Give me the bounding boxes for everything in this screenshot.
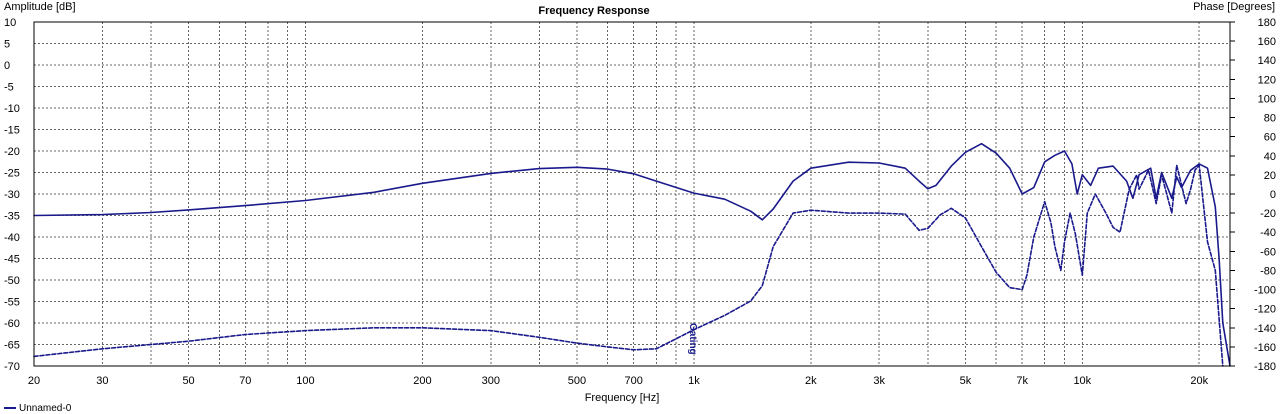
chart-title: Frequency Response [538,5,649,17]
y-left-tick-label: 0 [4,60,10,72]
x-tick-label: 50 [182,375,194,387]
y-left-tick-label: -10 [4,103,20,115]
x-tick-label: 500 [568,375,586,387]
x-tick-label: 3k [873,375,885,387]
x-tick-label: 700 [625,375,643,387]
x-tick-label: 2k [805,375,817,387]
y-left-tick-label: -60 [4,318,20,330]
x-axis-title: Frequency [Hz] [585,392,660,404]
y-right-tick-label: 140 [1258,55,1276,67]
grid [34,22,1230,366]
axis-ticks: 1050-5-10-15-20-25-30-35-40-45-50-55-60-… [4,17,1276,387]
y-right-tick-label: 80 [1264,113,1276,125]
legend[interactable]: Unnamed-0 [4,403,72,414]
y-right-tick-label: 0 [1270,189,1276,201]
y-right-tick-label: -140 [1254,323,1276,335]
y-axis-right-title: Phase [Degrees] [1193,1,1275,13]
y-left-tick-label: -25 [4,168,20,180]
y-right-tick-label: -160 [1254,342,1276,354]
y-left-tick-label: -40 [4,232,20,244]
y-right-tick-label: 160 [1258,36,1276,48]
y-axis-left-title: Amplitude [dB] [4,1,76,13]
y-right-tick-label: 120 [1258,74,1276,86]
x-tick-label: 1k [688,375,700,387]
x-tick-label: 20k [1190,375,1208,387]
y-left-tick-label: -5 [4,82,14,94]
legend-label: Unnamed-0 [19,403,72,414]
x-tick-label: 10k [1073,375,1091,387]
y-left-tick-label: -50 [4,275,20,287]
x-tick-label: 20 [28,375,40,387]
y-right-tick-label: -40 [1260,227,1276,239]
y-right-tick-label: 60 [1264,132,1276,144]
x-tick-label: 100 [296,375,314,387]
x-tick-label: 300 [482,375,500,387]
series-layer [33,142,1231,367]
plot-frame [33,21,1231,367]
y-right-tick-label: -180 [1254,361,1276,373]
y-left-tick-label: -15 [4,125,20,137]
phase-curve [33,164,1224,367]
x-tick-label: 7k [1016,375,1028,387]
gating-marker-label: Gating [687,323,698,355]
y-left-tick-label: -65 [4,340,20,352]
y-right-tick-label: -80 [1260,265,1276,277]
y-left-tick-label: -35 [4,211,20,223]
y-left-tick-label: -55 [4,297,20,309]
y-left-tick-label: -70 [4,361,20,373]
y-left-tick-label: 10 [4,17,16,29]
y-right-tick-label: -120 [1254,304,1276,316]
y-right-tick-label: 180 [1258,17,1276,29]
y-right-tick-label: 100 [1258,93,1276,105]
y-right-tick-label: -20 [1260,208,1276,220]
x-tick-label: 30 [96,375,108,387]
x-tick-label: 200 [413,375,431,387]
x-tick-label: 70 [239,375,251,387]
x-tick-label: 5k [960,375,972,387]
y-right-tick-label: 40 [1264,151,1276,163]
y-left-tick-label: 5 [4,39,10,51]
y-right-tick-label: -60 [1260,246,1276,258]
y-right-tick-label: -100 [1254,285,1276,297]
y-left-tick-label: -20 [4,146,20,158]
y-left-tick-label: -30 [4,189,20,201]
y-left-tick-label: -45 [4,254,20,266]
amplitude-curve [33,142,1231,367]
y-right-tick-label: 20 [1264,170,1276,182]
